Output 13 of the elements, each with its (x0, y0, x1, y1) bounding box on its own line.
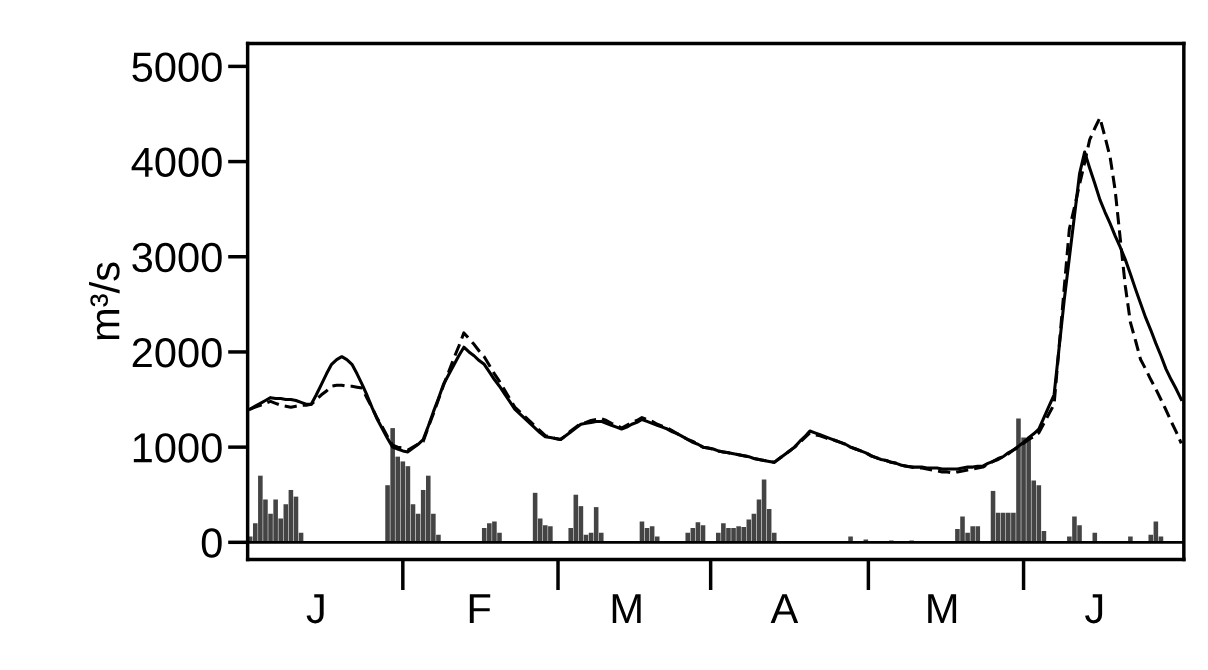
x-tick-label: J (1085, 594, 1103, 624)
x-tick-label: M (928, 594, 957, 623)
y-tick-label: 3000 (132, 242, 222, 273)
x-tick-label: M (612, 594, 641, 623)
x-tick-label: F (469, 594, 491, 623)
y-tick-label: 1000 (133, 433, 222, 463)
y-tick-label: 2000 (132, 337, 222, 368)
y-tick-label: 5000 (132, 52, 222, 82)
y-tick-label: 0 (201, 528, 222, 558)
x-tick-label: J (306, 594, 324, 624)
y-axis-title: m³/s (89, 262, 120, 340)
y-tick-label: 4000 (131, 147, 222, 178)
x-tick-label: A (770, 594, 799, 623)
